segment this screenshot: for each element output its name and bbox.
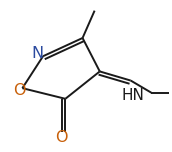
Text: HN: HN: [122, 88, 145, 102]
Text: O: O: [13, 83, 25, 98]
Text: O: O: [55, 130, 67, 145]
Text: N: N: [32, 47, 44, 61]
